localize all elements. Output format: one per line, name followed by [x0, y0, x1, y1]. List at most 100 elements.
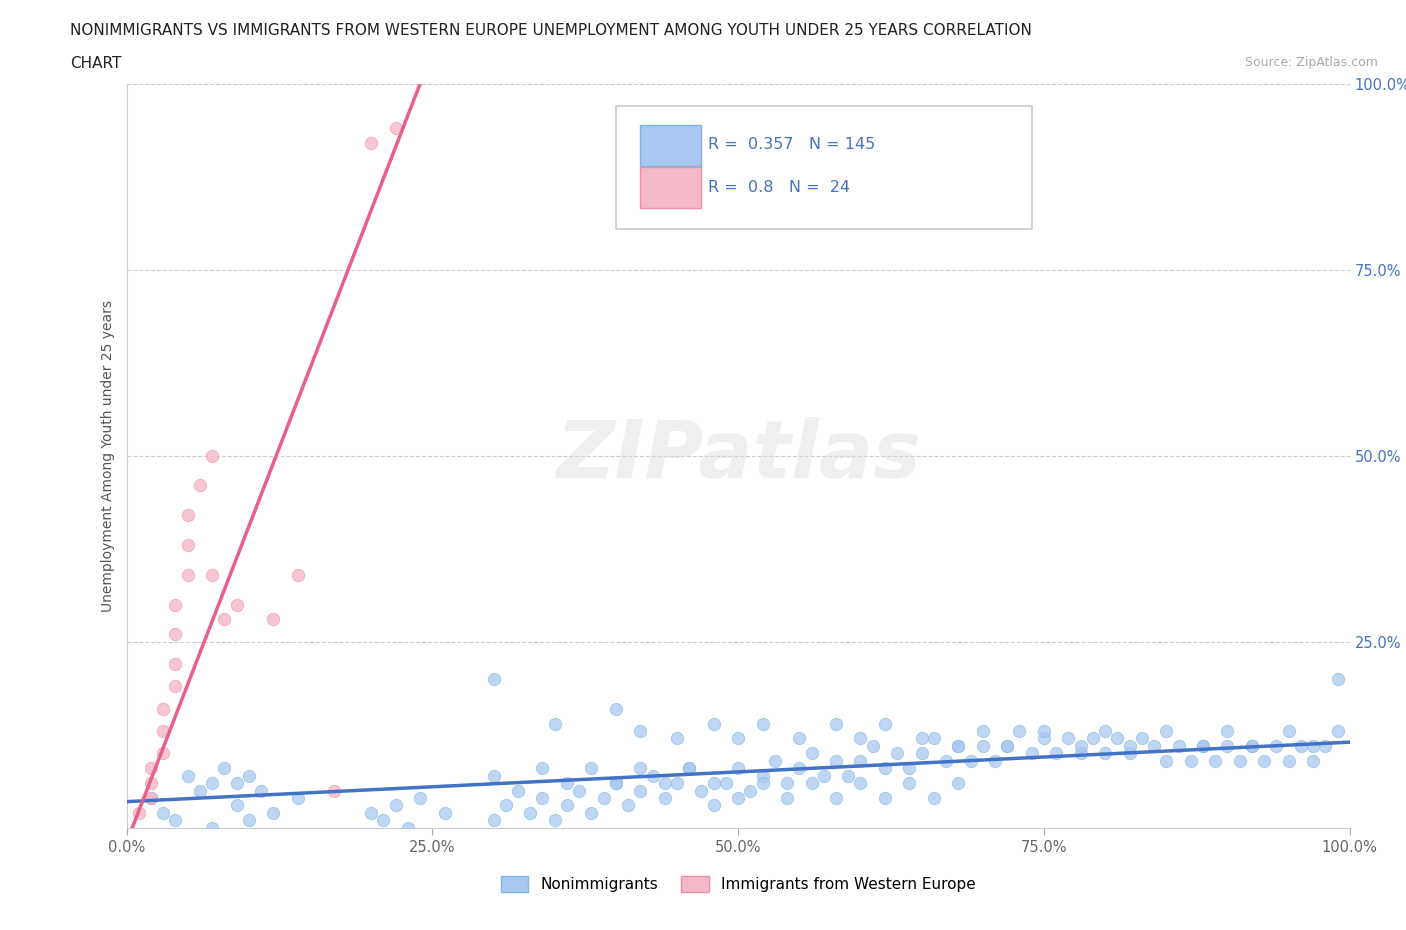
Point: [1289, 738, 1312, 753]
Point: [959, 753, 981, 768]
Point: [531, 790, 554, 805]
Point: [849, 776, 872, 790]
Point: [165, 627, 187, 642]
Point: [139, 776, 162, 790]
Point: [262, 612, 284, 627]
Point: [678, 761, 700, 776]
Point: [825, 716, 848, 731]
Point: [519, 805, 541, 820]
Point: [1204, 753, 1226, 768]
Point: [592, 790, 614, 805]
Point: [628, 761, 651, 776]
Point: [543, 716, 565, 731]
Point: [384, 121, 406, 136]
Point: [555, 798, 578, 813]
Point: [165, 597, 187, 612]
Point: [1094, 746, 1116, 761]
Point: [201, 448, 224, 463]
FancyBboxPatch shape: [616, 106, 1032, 229]
Point: [911, 746, 934, 761]
Point: [1107, 731, 1129, 746]
Point: [128, 805, 150, 820]
Point: [703, 776, 725, 790]
Point: [1302, 753, 1324, 768]
Point: [238, 768, 260, 783]
Point: [886, 746, 908, 761]
Point: [360, 805, 382, 820]
Point: [776, 790, 799, 805]
Text: NONIMMIGRANTS VS IMMIGRANTS FROM WESTERN EUROPE UNEMPLOYMENT AMONG YOUTH UNDER 2: NONIMMIGRANTS VS IMMIGRANTS FROM WESTERN…: [70, 23, 1032, 38]
Point: [1326, 671, 1348, 686]
Point: [287, 843, 309, 857]
Point: [482, 671, 505, 686]
Point: [1156, 753, 1178, 768]
Point: [1118, 746, 1140, 761]
Point: [201, 776, 224, 790]
Point: [751, 716, 773, 731]
Point: [849, 731, 872, 746]
Point: [972, 724, 994, 738]
Point: [751, 768, 773, 783]
Point: [1265, 738, 1288, 753]
Point: [506, 828, 529, 843]
Point: [1045, 746, 1067, 761]
Point: [495, 798, 517, 813]
Point: [825, 790, 848, 805]
Point: [299, 835, 322, 850]
Point: [1008, 724, 1031, 738]
Point: [1033, 724, 1056, 738]
Point: [1070, 746, 1092, 761]
Point: [605, 776, 627, 790]
Point: [177, 828, 200, 843]
Point: [995, 738, 1018, 753]
Point: [605, 776, 627, 790]
Point: [1253, 753, 1275, 768]
Point: [825, 753, 848, 768]
Point: [800, 776, 823, 790]
Point: [360, 136, 382, 151]
Point: [1167, 738, 1189, 753]
Point: [188, 835, 211, 850]
Point: [1094, 724, 1116, 738]
Point: [214, 612, 236, 627]
Text: R =  0.8   N =  24: R = 0.8 N = 24: [707, 180, 849, 195]
Point: [214, 761, 236, 776]
Point: [1081, 731, 1104, 746]
Point: [948, 738, 970, 753]
Point: [837, 768, 859, 783]
Point: [727, 790, 749, 805]
Point: [1278, 753, 1301, 768]
Point: [654, 776, 676, 790]
Legend: Nonimmigrants, Immigrants from Western Europe: Nonimmigrants, Immigrants from Western E…: [495, 870, 981, 898]
Point: [628, 724, 651, 738]
Point: [165, 657, 187, 671]
Point: [873, 761, 896, 776]
Point: [1118, 738, 1140, 753]
Point: [177, 768, 200, 783]
Point: [250, 783, 273, 798]
Text: R =  0.357   N = 145: R = 0.357 N = 145: [707, 138, 875, 153]
Point: [446, 828, 468, 843]
Point: [911, 731, 934, 746]
Point: [274, 828, 297, 843]
Point: [763, 753, 786, 768]
Point: [262, 805, 284, 820]
Point: [873, 716, 896, 731]
Point: [1192, 738, 1215, 753]
Point: [568, 783, 591, 798]
Point: [482, 768, 505, 783]
Point: [177, 567, 200, 582]
Point: [628, 783, 651, 798]
Point: [984, 753, 1007, 768]
Text: Source: ZipAtlas.com: Source: ZipAtlas.com: [1244, 56, 1378, 69]
Point: [581, 805, 603, 820]
Point: [800, 746, 823, 761]
Point: [666, 731, 689, 746]
Point: [409, 790, 432, 805]
Point: [1057, 731, 1080, 746]
Point: [482, 813, 505, 828]
Point: [995, 738, 1018, 753]
Point: [1130, 731, 1153, 746]
Point: [727, 731, 749, 746]
Point: [555, 776, 578, 790]
